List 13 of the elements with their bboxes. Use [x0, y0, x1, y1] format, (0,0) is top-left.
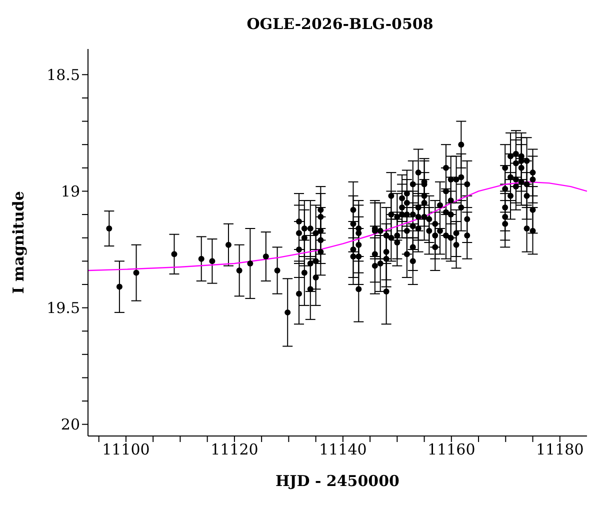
x-axis-title: HJD - 2450000 [275, 472, 400, 490]
y-tick-label: 20 [60, 416, 80, 434]
x-tick-label: 11160 [428, 440, 476, 459]
x-tick-label: 11140 [319, 440, 367, 459]
chart-title: OGLE-2026-BLG-0508 [246, 14, 434, 35]
x-tick-label: 11120 [210, 440, 258, 459]
y-tick-label: 19.5 [46, 299, 80, 318]
line-series [88, 181, 587, 272]
y-tick-label: 18.5 [46, 66, 80, 84]
y-axis-title: I magnitude [9, 191, 28, 294]
x-tick-label: 11180 [536, 440, 584, 459]
y-tick-label: 19 [60, 182, 80, 201]
x-tick-label: 11100 [102, 440, 150, 459]
